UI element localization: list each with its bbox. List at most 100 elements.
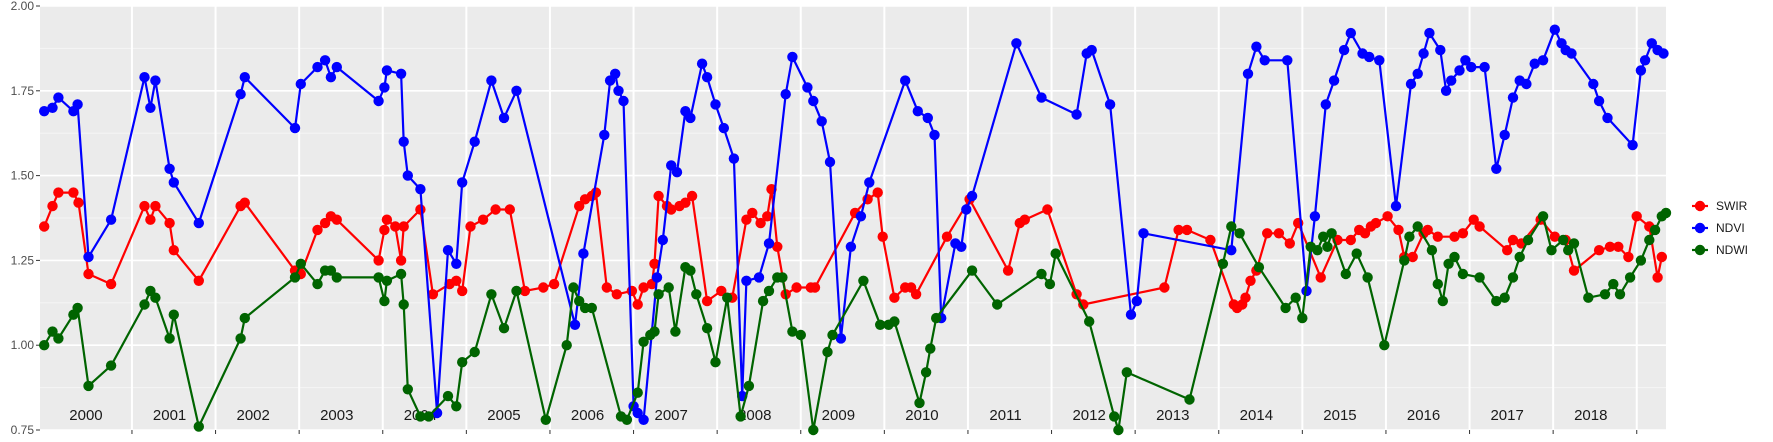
- data-point-ndvi: [39, 106, 50, 117]
- data-point-swir: [686, 190, 698, 202]
- data-point-swir: [139, 200, 150, 212]
- data-point-ndwi: [925, 343, 936, 354]
- data-point-ndwi: [1322, 241, 1333, 252]
- data-point-ndwi: [691, 289, 702, 300]
- data-point-ndwi: [914, 397, 925, 409]
- data-point-ndwi: [1351, 248, 1362, 259]
- data-point-ndvi: [1521, 78, 1532, 90]
- data-point-ndwi: [889, 316, 900, 327]
- data-point-ndwi: [1318, 231, 1329, 242]
- data-point-ndvi: [922, 112, 933, 124]
- data-point-swir: [39, 221, 50, 232]
- data-point-ndvi: [1466, 61, 1477, 73]
- data-point-ndvi: [1491, 163, 1502, 174]
- data-point-ndwi: [670, 326, 681, 337]
- data-point-ndvi: [457, 177, 468, 188]
- data-point-ndvi: [845, 241, 857, 252]
- data-point-ndwi: [379, 295, 390, 307]
- data-point-ndwi: [1568, 238, 1580, 249]
- series-swir: [39, 184, 1668, 314]
- data-point-ndvi: [1036, 92, 1047, 103]
- data-point-ndvi: [1627, 139, 1638, 151]
- data-point-ndwi: [992, 299, 1003, 310]
- year-label: 2003: [320, 407, 353, 424]
- data-point-ndvi: [239, 72, 250, 83]
- data-point-ndvi: [1242, 68, 1254, 80]
- data-point-swir: [741, 214, 752, 225]
- data-point-ndwi: [1226, 221, 1237, 232]
- data-point-ndwi: [1109, 411, 1120, 422]
- data-point-ndvi: [1446, 75, 1457, 86]
- data-point-ndvi: [1537, 55, 1549, 66]
- data-point-ndwi: [931, 312, 942, 324]
- data-point-swir: [716, 285, 727, 297]
- data-point-swir: [653, 190, 664, 202]
- legend-key-marker: [1694, 222, 1706, 234]
- data-point-ndvi: [1390, 200, 1402, 212]
- data-point-swir: [1315, 272, 1326, 283]
- data-point-ndvi: [741, 275, 752, 286]
- data-point-ndvi: [415, 184, 426, 195]
- data-point-ndvi: [1418, 48, 1429, 59]
- data-point-ndwi: [735, 411, 746, 422]
- data-point-ndvi: [53, 92, 64, 103]
- data-point-ndvi: [864, 177, 875, 188]
- data-point-ndvi: [599, 129, 610, 141]
- data-point-ndwi: [920, 367, 932, 378]
- data-point-swir: [1432, 231, 1444, 242]
- series-layer: [39, 24, 1672, 436]
- data-point-swir: [1613, 241, 1624, 252]
- data-point-ndwi: [289, 272, 301, 283]
- data-point-swir: [1549, 231, 1561, 242]
- data-point-ndvi: [145, 102, 156, 114]
- data-point-ndvi: [651, 272, 663, 283]
- data-point-ndwi: [858, 275, 869, 286]
- data-point-ndwi: [1599, 289, 1611, 300]
- data-point-ndvi: [1566, 48, 1577, 59]
- data-point-swir: [465, 221, 476, 232]
- data-point-swir: [1422, 224, 1433, 236]
- data-point-ndvi: [319, 55, 331, 66]
- data-point-swir: [1159, 282, 1170, 293]
- data-point-swir: [239, 197, 250, 208]
- data-point-ndwi: [1404, 231, 1415, 242]
- data-point-swir: [1568, 265, 1580, 276]
- data-point-ndvi: [1138, 228, 1149, 239]
- data-point-ndwi: [1290, 292, 1301, 303]
- data-point-ndvi: [1345, 27, 1357, 39]
- data-point-ndvi: [1338, 44, 1350, 56]
- data-point-swir: [519, 285, 531, 297]
- data-point-swir: [1393, 224, 1404, 236]
- data-point-ndwi: [1044, 278, 1056, 290]
- data-point-swir: [941, 231, 953, 242]
- data-point-ndwi: [53, 333, 64, 344]
- data-point-ndwi: [1326, 228, 1337, 239]
- data-point-swir: [762, 211, 773, 222]
- data-point-swir: [390, 221, 401, 232]
- data-point-swir: [1205, 234, 1216, 246]
- data-point-swir: [164, 217, 175, 229]
- data-point-swir: [1359, 228, 1371, 239]
- data-point-swir: [1370, 217, 1382, 229]
- data-point-ndwi: [139, 299, 150, 310]
- data-point-ndvi: [1529, 58, 1540, 69]
- data-point-swir: [83, 268, 94, 280]
- data-point-ndvi: [657, 234, 668, 246]
- data-point-swir: [626, 285, 638, 297]
- data-point-ndvi: [1635, 65, 1647, 76]
- data-point-swir: [638, 282, 649, 293]
- data-point-ndvi: [569, 319, 581, 330]
- data-point-ndwi: [1432, 278, 1444, 290]
- data-point-swir: [1593, 245, 1605, 256]
- data-point-swir: [1181, 224, 1193, 236]
- data-point-ndvi: [331, 61, 342, 73]
- data-point-ndvi: [1405, 78, 1417, 90]
- data-point-ndvi: [912, 106, 923, 117]
- data-point-ndwi: [1184, 394, 1195, 405]
- data-point-ndvi: [193, 217, 204, 229]
- data-point-swir: [68, 187, 79, 198]
- data-point-swir: [193, 275, 204, 286]
- data-point-swir: [649, 258, 660, 269]
- data-point-ndwi: [1379, 340, 1390, 351]
- data-point-ndwi: [83, 380, 94, 392]
